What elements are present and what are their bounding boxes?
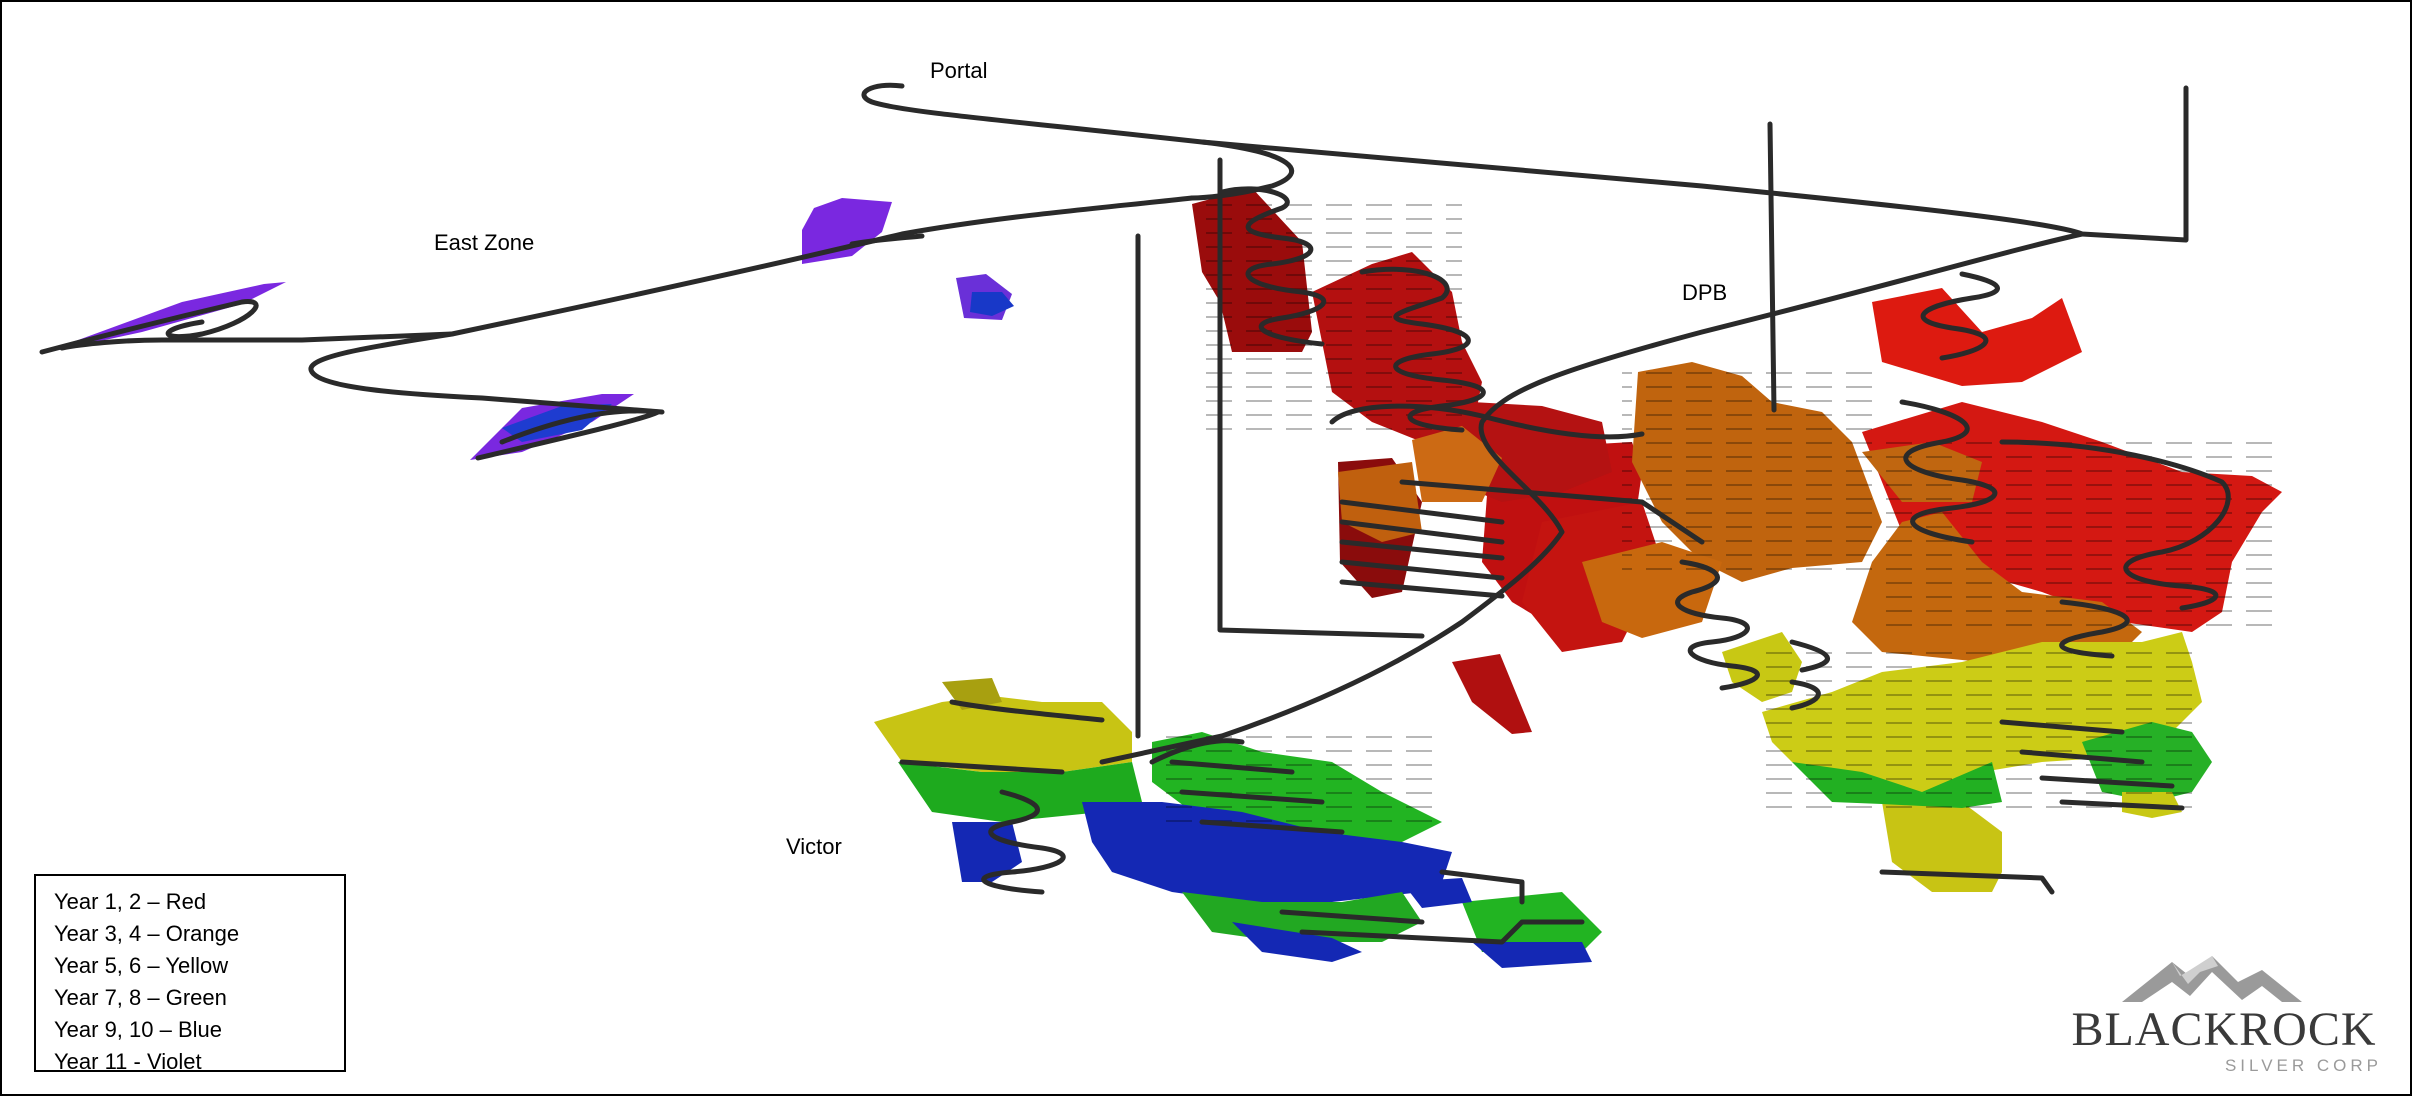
main-decline xyxy=(861,82,2189,243)
stope-red xyxy=(1452,654,1532,734)
victor-spiral xyxy=(1149,738,1245,765)
east-branch xyxy=(308,195,1195,415)
dpb-spiral xyxy=(1329,403,1645,440)
stope-yellow xyxy=(1882,802,2002,892)
legend-item-year-11: Year 11 - Violet xyxy=(54,1049,202,1074)
victor-spiral xyxy=(1279,869,1585,945)
legend-item-year-3-4: Year 3, 4 – Orange xyxy=(54,921,240,946)
stope-blue xyxy=(1232,922,1362,962)
vent-shaft xyxy=(1217,157,1425,639)
ramp-network xyxy=(39,82,2231,945)
stope-green xyxy=(898,762,1142,822)
year-legend: Year 1, 2 – Red Year 3, 4 – Orange Year … xyxy=(34,874,346,1074)
legend-item-year-1-2: Year 1, 2 – Red xyxy=(54,889,207,914)
mountain-logo-icon xyxy=(2122,956,2302,1002)
label-portal: Portal xyxy=(930,58,988,83)
stope-blue xyxy=(1402,878,1472,908)
victor-decline xyxy=(1099,231,2085,765)
portal-branch xyxy=(1189,139,1295,201)
victor-spiral xyxy=(981,789,1066,895)
legend-item-year-9-10: Year 9, 10 – Blue xyxy=(54,1017,222,1042)
victor-spiral xyxy=(1169,759,1345,835)
company-logo-name: BLACKROCK xyxy=(2071,1003,2377,1056)
dpb-spiral xyxy=(1879,869,2055,895)
label-east-zone: East Zone xyxy=(434,230,535,255)
dpb-spiral xyxy=(1999,439,2231,611)
stope-red xyxy=(1872,288,2082,386)
label-victor: Victor xyxy=(786,834,842,859)
east-spiral xyxy=(849,233,925,247)
dpb-spiral xyxy=(1339,499,1505,599)
victor-spiral xyxy=(899,699,1105,775)
legend-item-year-7-8: Year 7, 8 – Green xyxy=(54,985,227,1010)
dpb-spiral xyxy=(1675,559,1760,691)
dpb-spiral xyxy=(1920,271,2000,361)
stope-blue xyxy=(970,292,1014,316)
dpb-spiral xyxy=(1999,719,2185,811)
dpb-spiral xyxy=(1399,479,1705,545)
stope-blue xyxy=(1472,942,1592,968)
level-striping xyxy=(1152,192,2282,832)
company-logo-subtitle: SILVER CORP xyxy=(2224,1056,2382,1075)
label-dpb: DPB xyxy=(1682,280,1728,305)
dpb-spiral xyxy=(1789,639,1830,711)
east-spiral xyxy=(39,299,259,355)
dpb-spiral xyxy=(1359,266,1486,433)
dpb-spiral xyxy=(1219,186,1327,347)
dpb-spiral xyxy=(2059,599,2130,659)
east-spiral xyxy=(475,408,661,461)
vent-shaft xyxy=(1767,121,1777,413)
dpb-spiral xyxy=(1899,399,1998,545)
legend-item-year-5-6: Year 5, 6 – Yellow xyxy=(54,953,229,978)
stope-blue xyxy=(952,822,1022,882)
stope-violet xyxy=(802,198,892,264)
